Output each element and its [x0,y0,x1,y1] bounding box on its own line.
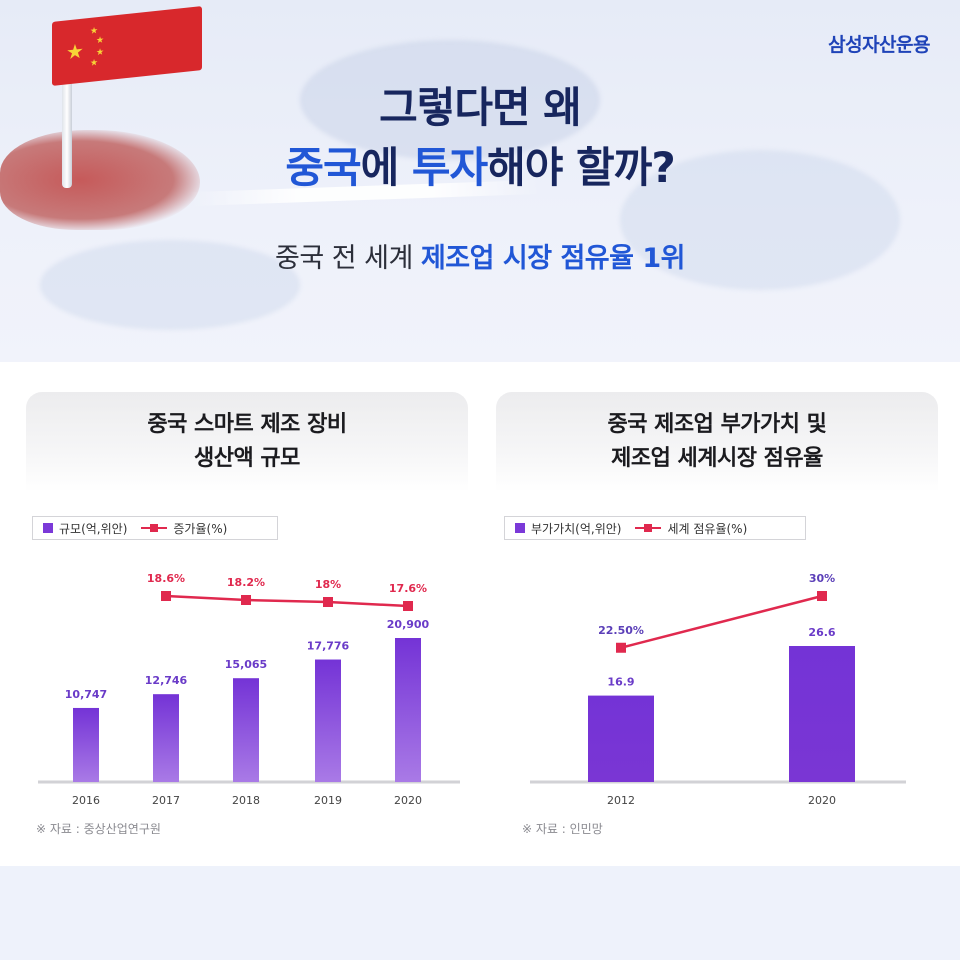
line-series [165,594,409,608]
world-map-shape [300,40,600,160]
bar-2016 [73,707,99,782]
line-marker-2020 [817,591,827,601]
legend-bar-swatch [515,523,525,533]
legend-bar-label: 부가가치(억,위안) [531,521,622,536]
legend-bar-swatch [43,523,53,533]
bar-2018 [233,678,259,782]
line-marker-2017 [161,591,171,601]
source-note: ※ 자료 : 중상산업연구원 [36,822,161,836]
x-tick-label: 2019 [314,794,342,807]
world-map-shape [620,150,900,290]
legend-line-label: 증가율(%) [173,521,228,536]
line-value-label: 18.2% [227,576,265,589]
chart-legend: 부가가치(억,위안) 세계 점유율(%) [504,516,806,540]
title-word-china: 중국 [285,143,361,192]
bar-value-label: 12,746 [145,674,188,687]
bar-2012 [588,695,654,782]
subtitle-highlight: 제조업 시장 점유율 1위 [420,243,686,274]
line-marker-2012 [616,642,626,653]
bar-value-label: 20,900 [387,618,430,631]
title-word-invest: 투자 [411,143,488,192]
page-title: 그렇다면 왜 중국에 투자해야 할까? [0,78,960,198]
bottom-band [0,866,960,960]
bar-2020 [395,638,421,782]
subtitle: 중국 전 세계 제조업 시장 점유율 1위 [0,236,960,275]
source-note: ※ 자료 : 인민망 [522,822,603,836]
legend-bar-label: 규모(억,위안) [59,521,128,536]
card-title: 중국 제조업 부가가치 및 제조업 세계시장 점유율 [496,392,938,492]
title-line-2: 중국에 투자해야 할까? [0,138,960,198]
flag-pole [62,70,72,188]
world-map-shape [40,240,300,330]
line-value-label: 17.6% [389,582,427,595]
line-marker-2019 [323,597,333,607]
bar-value-label: 10,747 [65,688,107,701]
brand-logo[interactable]: 삼성자산운용 [828,34,930,56]
bar-value-label: 17,776 [307,640,350,653]
china-flag-icon: ★ ★ ★ ★ ★ [52,6,202,86]
bar-2017 [153,694,179,782]
card-title-line-1: 중국 스마트 제조 장비 [147,412,347,437]
bar-value-label: 16.9 [607,676,634,689]
title-line-1: 그렇다면 왜 [379,83,582,132]
legend-line-swatch [141,524,168,532]
card-title-line-2: 생산액 규모 [194,446,300,471]
chart-legend: 규모(억,위안) 증가율(%) [32,516,278,540]
x-tick-label: 2016 [72,794,100,807]
line-marker-2020 [403,601,413,611]
line-series [620,594,823,649]
x-tick-label: 2018 [232,794,260,807]
x-tick-label: 2017 [152,794,180,807]
chart-svg-2: 16.9 2012 26.6 2020 22.50% 30% [530,572,906,807]
bar-value-label: 26.6 [808,626,835,639]
chart-svg-1: 10,747 2016 12,746 2017 15,065 2018 17,776 2019… [38,572,460,807]
line-value-label: 22.50% [598,624,644,637]
line-marker-2018 [241,595,251,605]
line-value-label: 30% [809,572,835,585]
title-word-rest: 해야 할까? [487,143,676,192]
line-value-label: 18% [315,578,341,591]
hero-banner: ★ ★ ★ ★ ★ 삼성자산운용 그렇다면 왜 중국에 투자해야 할까? 중국 … [0,0,960,362]
legend-line-label: 세계 점유율(%) [667,521,748,536]
x-tick-label: 2020 [808,794,836,807]
china-map-shape [0,130,200,230]
bar-2020 [789,646,855,782]
chart-card-smart-manufacturing: 중국 스마트 제조 장비 생산액 규모 규모(억,위안) 증가율(%) 10,7… [26,392,468,836]
legend-line-swatch [635,524,662,532]
chart-card-value-added: 중국 제조업 부가가치 및 제조업 세계시장 점유율 부가가치(억,위안) 세계… [496,392,938,836]
x-tick-label: 2012 [607,794,635,807]
card-title-line-2: 제조업 세계시장 점유율 [611,446,823,471]
line-value-label: 18.6% [147,572,185,585]
bar-value-label: 15,065 [225,658,267,671]
card-title-line-1: 중국 제조업 부가가치 및 [607,412,827,437]
subtitle-plain: 중국 전 세계 [275,243,421,274]
x-tick-label: 2020 [394,794,422,807]
card-title: 중국 스마트 제조 장비 생산액 규모 [26,392,468,492]
bar-2019 [315,659,341,782]
title-word-particle: 에 [360,143,412,192]
